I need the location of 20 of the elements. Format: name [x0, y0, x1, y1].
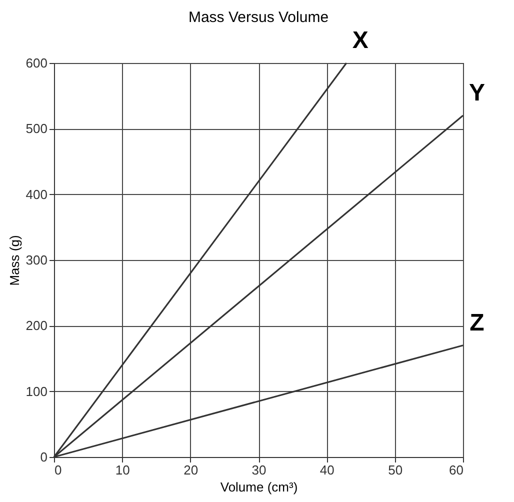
y-tick-label: 200 — [26, 318, 48, 334]
y-tick-label: 300 — [26, 252, 48, 268]
series-label: Z — [470, 309, 484, 336]
y-tick-label: 0 — [40, 450, 48, 464]
x-tick-label: 50 — [388, 462, 403, 478]
chart-title: Mass Versus Volume — [188, 9, 329, 26]
y-tick-label: 500 — [26, 121, 48, 136]
series-label: X — [352, 27, 368, 54]
y-axis-title: Mass (g) — [6, 235, 22, 286]
x-tick-label: 30 — [252, 462, 266, 478]
series-label: Y — [468, 80, 486, 107]
x-tick-label: 0 — [54, 462, 62, 478]
y-tick-label: 600 — [26, 56, 48, 70]
y-tick-label: 100 — [26, 384, 48, 399]
x-axis-title: Volume (cm³) — [220, 480, 298, 494]
x-tick-label: 60 — [449, 462, 464, 478]
y-tick-label: 400 — [26, 186, 48, 202]
x-tick-label: 40 — [320, 462, 334, 478]
x-tick-label: 10 — [115, 462, 130, 478]
x-tick-label: 20 — [184, 462, 198, 478]
